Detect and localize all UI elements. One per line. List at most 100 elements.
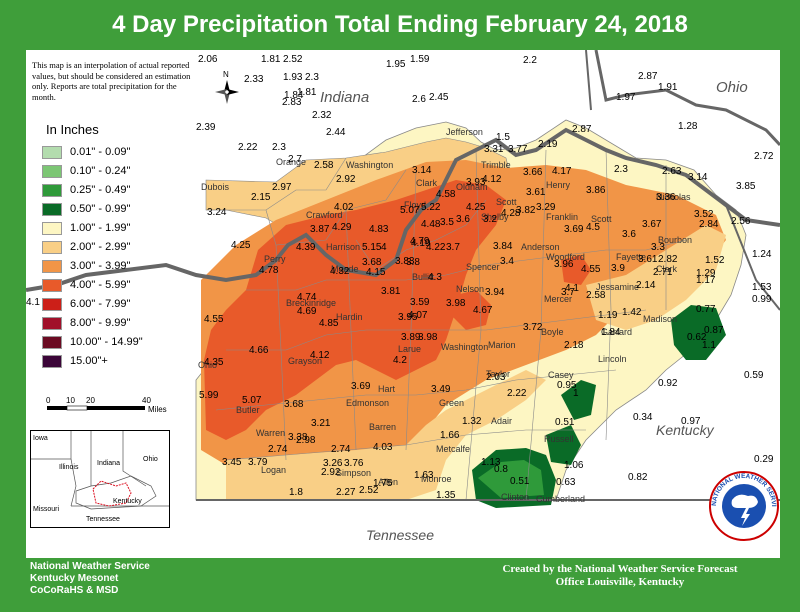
county-label: Henry xyxy=(546,180,571,190)
precip-value-label: 4.5 xyxy=(586,222,600,233)
county-label: Grayson xyxy=(288,356,322,366)
precip-value-label: 4.12 xyxy=(482,174,502,185)
precip-value-label: 2.82 xyxy=(658,254,678,265)
precip-value-label: 1.97 xyxy=(616,92,636,103)
precip-value-label: 2.3 xyxy=(272,142,286,153)
state-label-kentucky: Kentucky xyxy=(656,422,715,438)
precip-value-label: 0.63 xyxy=(556,477,576,488)
precip-value-label: 2.71 xyxy=(653,267,673,278)
county-label: Scott xyxy=(496,197,517,207)
legend-label: 10.00" - 14.99" xyxy=(70,336,143,348)
county-label: Edmonson xyxy=(346,398,389,408)
precip-value-label: 0.97 xyxy=(681,416,701,427)
county-label: Shelby xyxy=(481,212,509,222)
precip-value-label: 3.94 xyxy=(485,287,505,298)
legend-label: 0.25" - 0.49" xyxy=(70,184,131,196)
legend-label: 1.00" - 1.99" xyxy=(70,222,131,234)
legend-swatch xyxy=(42,278,62,292)
precip-value-label: 0.77 xyxy=(696,304,716,315)
precip-value-label: 2.6 xyxy=(412,94,426,105)
precip-value-label: 1.84 xyxy=(601,327,621,338)
county-label: Mercer xyxy=(544,294,572,304)
precip-value-label: 1.1 xyxy=(702,340,716,351)
precip-value-label: 2.19 xyxy=(538,139,558,150)
county-lines xyxy=(206,149,687,501)
svg-text:N: N xyxy=(223,70,229,79)
precipitation-map: Indiana Ohio Kentucky Tennessee Jefferso… xyxy=(26,50,780,558)
precip-value-label: 1.63 xyxy=(414,470,434,481)
precip-value-label: 3.96 xyxy=(554,259,574,270)
precip-value-label: 2.98 xyxy=(296,435,316,446)
state-boundary-in-oh xyxy=(585,50,592,111)
precip-value-label: 1.8 xyxy=(289,487,303,498)
precip-value-label: 3.98 xyxy=(446,298,466,309)
precip-value-label: 4.67 xyxy=(473,305,493,316)
precip-value-label: 3.79 xyxy=(248,457,268,468)
county-label: Floyd xyxy=(404,200,426,210)
precip-value-label: 2.2 xyxy=(523,55,537,66)
legend-item: 6.00" - 7.99" xyxy=(42,297,130,311)
legend-label: 0.50" - 0.99" xyxy=(70,203,131,215)
precip-value-label: 1.81 xyxy=(297,87,317,98)
county-label: Boyle xyxy=(541,327,564,337)
precip-value-label: 2.58 xyxy=(314,160,334,171)
county-label: Washington xyxy=(441,342,488,352)
precip-value-label: 4.15 xyxy=(366,267,386,278)
county-label: Hart xyxy=(378,384,396,394)
precip-value-label: 3.81 xyxy=(381,286,401,297)
precip-value-label: 3.66 xyxy=(523,167,543,178)
precip-value-label: 3.5 xyxy=(440,217,454,228)
precip-value-label: 2.92 xyxy=(321,467,341,478)
precip-value-label: 3.61 xyxy=(526,187,546,198)
legend-label: 0.10" - 0.24" xyxy=(70,165,131,177)
footer-credit-line: National Weather Service xyxy=(30,561,150,572)
county-label: Bullitt xyxy=(412,272,435,282)
precip-value-label: 2.52 xyxy=(283,54,303,65)
precip-value-label: 3.9 xyxy=(611,263,625,274)
precip-value-label: 3.84 xyxy=(493,241,513,252)
precip-zone-2-3-east xyxy=(586,225,726,330)
precip-value-label: 4.85 xyxy=(319,318,339,329)
county-label: Harrison xyxy=(326,242,360,252)
inset-locator-map: Iowa Illinois Indiana Ohio Missouri Kent… xyxy=(30,430,170,528)
county-label: Clark xyxy=(416,178,438,188)
legend-label: 0.01" - 0.09" xyxy=(70,146,131,158)
precip-value-label: 3.38 xyxy=(288,432,308,443)
county-label: Simpson xyxy=(336,468,371,478)
precip-zone-2-3-south xyxy=(226,370,546,500)
legend-swatch xyxy=(42,316,62,330)
legend-item: 15.00"+ xyxy=(42,354,108,368)
county-label: Cumberland xyxy=(536,494,585,504)
county-label: Nicholas xyxy=(656,192,691,202)
county-label: Marion xyxy=(488,340,516,350)
precip-value-label: 1.13 xyxy=(481,457,501,468)
precip-value-label: 1.66 xyxy=(440,430,460,441)
precip-value-label: 5.07 xyxy=(400,205,420,216)
county-label: Clark xyxy=(656,264,678,274)
precip-value-label: 1 xyxy=(573,388,579,399)
precip-value-label: 3.68 xyxy=(362,257,382,268)
precip-value-label: 4.29 xyxy=(332,222,352,233)
svg-text:Ohio: Ohio xyxy=(143,456,158,463)
county-label: Allen xyxy=(378,477,398,487)
precip-value-label: 3.72 xyxy=(523,322,543,333)
county-label: Hardin xyxy=(336,312,363,322)
precip-value-label: 1.5 xyxy=(496,132,510,143)
precip-value-label: 3.52 xyxy=(694,209,714,220)
precip-value-label: 0.82 xyxy=(628,472,648,483)
precip-value-label: 3.31 xyxy=(484,144,504,155)
precip-value-label: 3.59 xyxy=(410,297,430,308)
precip-value-label: 3.77 xyxy=(508,144,528,155)
county-label: Russell xyxy=(544,434,574,444)
precip-value-label: 0.29 xyxy=(754,454,774,465)
county-label: Warren xyxy=(256,428,285,438)
precip-value-label: 2.87 xyxy=(638,71,658,82)
county-label: Woodford xyxy=(546,252,585,262)
county-label: Fayette xyxy=(616,252,646,262)
county-label: Larue xyxy=(398,344,421,354)
precip-value-label: 3.76 xyxy=(344,458,364,469)
precip-value-label: 4.07 xyxy=(408,310,428,321)
precip-value-label: 0.59 xyxy=(744,370,764,381)
county-label: Bourbon xyxy=(658,235,692,245)
precip-value-label: 0.87 xyxy=(704,325,724,336)
